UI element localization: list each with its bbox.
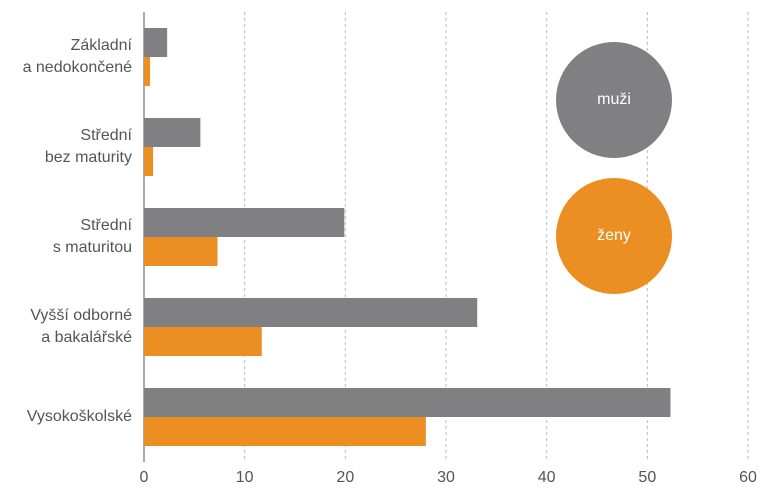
y-tick-label: Vyšší odborné xyxy=(30,307,132,324)
x-tick-label: 40 xyxy=(538,469,556,486)
y-tick-label: Střední xyxy=(80,217,132,234)
y-tick-label: Základní xyxy=(71,37,133,54)
legend-label: ženy xyxy=(597,227,631,244)
bar xyxy=(144,298,478,327)
bar xyxy=(144,118,201,147)
y-tick-label: a bakalářské xyxy=(41,329,132,346)
legend-swatch xyxy=(556,42,672,158)
x-tick-label: 30 xyxy=(437,469,455,486)
bar xyxy=(144,327,262,356)
x-tick-label: 60 xyxy=(739,469,757,486)
y-tick-label: Střední xyxy=(80,127,132,144)
bar xyxy=(144,417,426,446)
legend-swatch xyxy=(556,178,672,294)
x-tick-label: 0 xyxy=(140,469,149,486)
x-tick-label: 10 xyxy=(236,469,254,486)
bar xyxy=(144,388,671,417)
x-tick-label: 50 xyxy=(638,469,656,486)
bar xyxy=(144,147,154,176)
y-tick-label: s maturitou xyxy=(53,239,132,256)
x-tick-label: 20 xyxy=(336,469,354,486)
legend-label: muži xyxy=(597,91,631,108)
bar xyxy=(144,208,345,237)
y-tick-label: Vysokoškolské xyxy=(27,408,132,425)
y-tick-label: bez maturity xyxy=(45,149,132,166)
y-tick-label: a nedokončené xyxy=(23,59,133,76)
bar xyxy=(144,28,168,57)
bar xyxy=(144,57,151,86)
bar xyxy=(144,237,218,266)
